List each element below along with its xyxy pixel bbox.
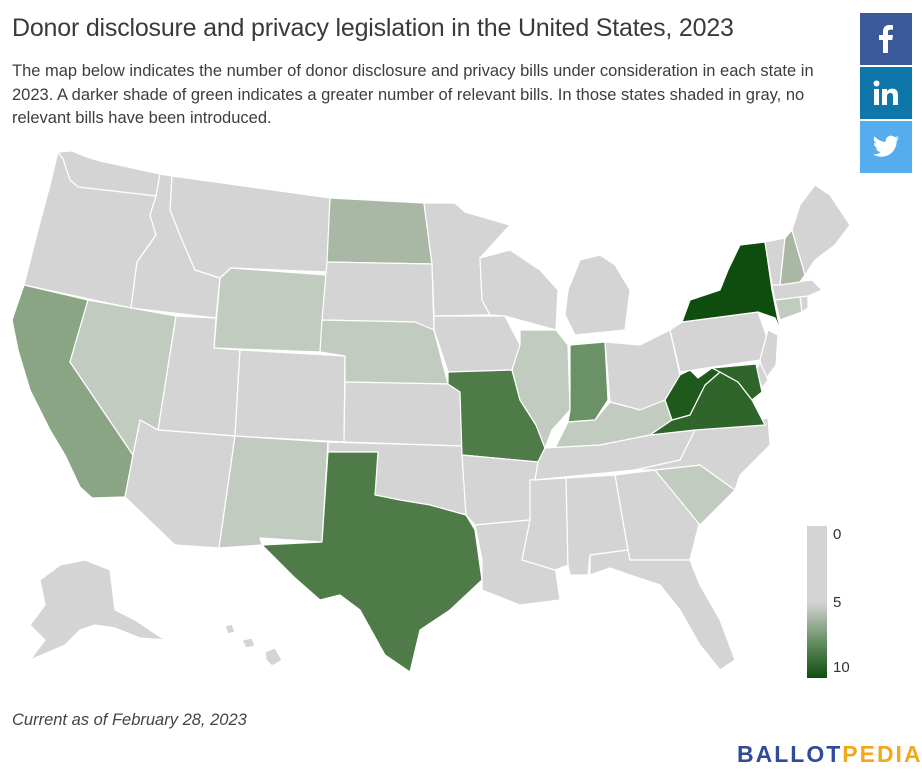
linkedin-share-button[interactable] bbox=[860, 67, 912, 119]
legend-mid-label: 5 bbox=[833, 594, 842, 611]
state-ND[interactable] bbox=[326, 197, 433, 265]
state-IA[interactable] bbox=[433, 315, 521, 373]
linkedin-icon bbox=[873, 80, 898, 105]
logo-pedia-text: PEDIA bbox=[842, 741, 922, 767]
state-CO[interactable] bbox=[234, 349, 346, 443]
state-NM[interactable] bbox=[218, 435, 329, 549]
state-FL[interactable] bbox=[589, 549, 736, 671]
logo-ballot-text: BALLOT bbox=[737, 741, 843, 767]
state-AK[interactable] bbox=[29, 559, 166, 661]
state-AZ[interactable] bbox=[124, 419, 236, 549]
state-ME[interactable] bbox=[791, 184, 851, 276]
legend-min-label: 0 bbox=[833, 526, 842, 543]
state-HI[interactable] bbox=[224, 623, 283, 667]
state-MI[interactable] bbox=[564, 254, 631, 336]
state-MT[interactable] bbox=[169, 175, 331, 279]
state-WY[interactable] bbox=[213, 267, 327, 353]
state-NJ[interactable] bbox=[759, 329, 779, 381]
state-RI[interactable] bbox=[799, 295, 809, 313]
state-DE[interactable] bbox=[755, 361, 769, 389]
state-MD[interactable] bbox=[711, 363, 763, 401]
state-KS[interactable] bbox=[343, 381, 463, 447]
twitter-share-button[interactable] bbox=[860, 121, 912, 173]
page-title: Donor disclosure and privacy legislation… bbox=[12, 14, 734, 42]
state-TX[interactable] bbox=[261, 451, 483, 673]
twitter-icon bbox=[873, 135, 900, 157]
facebook-icon bbox=[879, 25, 893, 53]
state-IN[interactable] bbox=[567, 341, 609, 423]
ballotpedia-logo[interactable]: BALLOTPEDIA bbox=[737, 741, 922, 768]
facebook-share-button[interactable] bbox=[860, 13, 912, 65]
state-AR[interactable] bbox=[461, 454, 539, 526]
legend-max-label: 10 bbox=[833, 659, 850, 676]
us-states-map bbox=[11, 150, 851, 673]
date-footnote: Current as of February 28, 2023 bbox=[12, 711, 247, 729]
legend-color-scale bbox=[807, 526, 827, 678]
state-MA[interactable] bbox=[771, 279, 823, 301]
map-description: The map below indicates the number of do… bbox=[12, 62, 814, 127]
state-NH[interactable] bbox=[779, 229, 806, 286]
